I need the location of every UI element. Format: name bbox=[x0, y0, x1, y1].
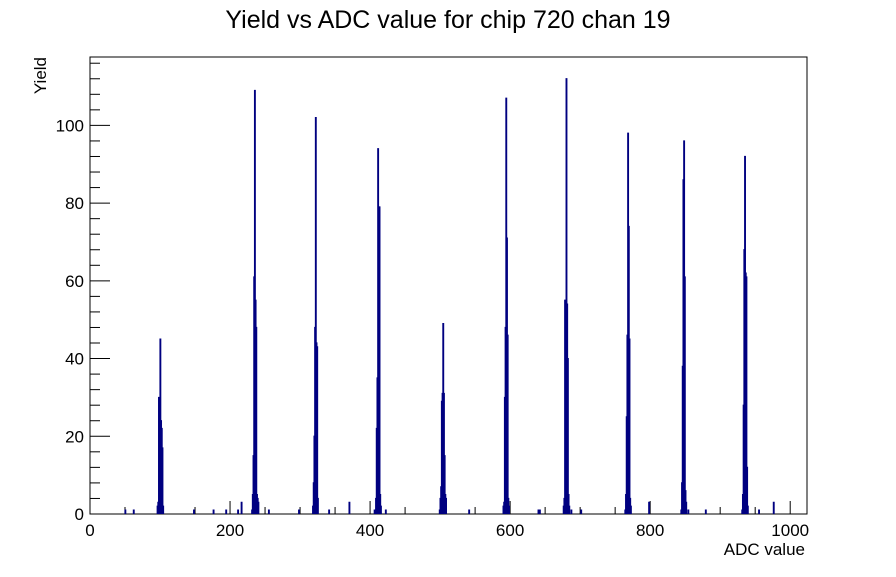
histogram-bin bbox=[509, 506, 510, 514]
histogram-bin bbox=[747, 506, 748, 514]
x-tick-label: 800 bbox=[636, 521, 664, 540]
histogram-bin bbox=[226, 510, 227, 514]
histogram-bin bbox=[705, 510, 706, 514]
histogram bbox=[125, 79, 774, 514]
histogram-bin bbox=[349, 502, 350, 514]
x-tick-label: 200 bbox=[216, 521, 244, 540]
histogram-bin bbox=[258, 502, 259, 514]
histogram-bin bbox=[238, 510, 239, 514]
histogram-bin bbox=[241, 502, 242, 514]
histogram-bin bbox=[379, 207, 380, 514]
histogram-bin bbox=[385, 510, 386, 514]
plot-frame bbox=[90, 57, 807, 514]
y-axis-label: Yield bbox=[31, 57, 50, 94]
histogram-bin bbox=[538, 510, 539, 514]
y-tick-label: 0 bbox=[75, 505, 84, 524]
histogram-bin bbox=[649, 502, 650, 514]
histogram-bin bbox=[162, 448, 163, 514]
axis-ticks: 0 200 400 600 800 1000 0 20 40 60 80 100 bbox=[56, 63, 809, 540]
histogram-bin bbox=[631, 506, 632, 514]
histogram-bin bbox=[446, 498, 447, 514]
histogram-bin bbox=[213, 510, 214, 514]
histogram-bin bbox=[540, 510, 541, 514]
plot-area-border bbox=[90, 57, 807, 514]
histogram-bin bbox=[571, 510, 572, 514]
chart-title: Yield vs ADC value for chip 720 chan 19 bbox=[225, 6, 670, 34]
histogram-bin bbox=[317, 347, 318, 514]
histogram-bin bbox=[256, 327, 257, 514]
x-tick-label: 600 bbox=[496, 521, 524, 540]
x-tick-label: 1000 bbox=[771, 521, 809, 540]
histogram-bin bbox=[299, 510, 300, 514]
histogram-bin bbox=[329, 510, 330, 514]
histogram-bin bbox=[194, 510, 195, 514]
histogram-bin bbox=[163, 506, 164, 514]
histogram-bin bbox=[125, 510, 126, 514]
y-tick-label: 80 bbox=[65, 194, 84, 213]
histogram-bin bbox=[381, 506, 382, 514]
x-axis-label: ADC value bbox=[724, 540, 805, 559]
histogram-bin bbox=[507, 335, 508, 514]
histogram-bin bbox=[318, 498, 319, 514]
histogram-bin bbox=[629, 339, 630, 514]
histogram-bin bbox=[568, 359, 569, 514]
y-tick-label: 60 bbox=[65, 272, 84, 291]
y-tick-label: 20 bbox=[65, 427, 84, 446]
histogram-bin bbox=[569, 506, 570, 514]
y-tick-label: 100 bbox=[56, 116, 84, 135]
histogram-bin bbox=[759, 510, 760, 514]
histogram-bin bbox=[684, 277, 685, 514]
x-tick-label: 0 bbox=[85, 521, 94, 540]
y-tick-label: 40 bbox=[65, 350, 84, 369]
histogram-bin bbox=[773, 502, 774, 514]
histogram-bin bbox=[133, 510, 134, 514]
histogram-bin bbox=[469, 510, 470, 514]
histogram-bin bbox=[686, 502, 687, 514]
histogram-bin bbox=[269, 510, 270, 514]
histogram-bin bbox=[688, 510, 689, 514]
x-tick-label: 400 bbox=[356, 521, 384, 540]
histogram-bin bbox=[581, 510, 582, 514]
